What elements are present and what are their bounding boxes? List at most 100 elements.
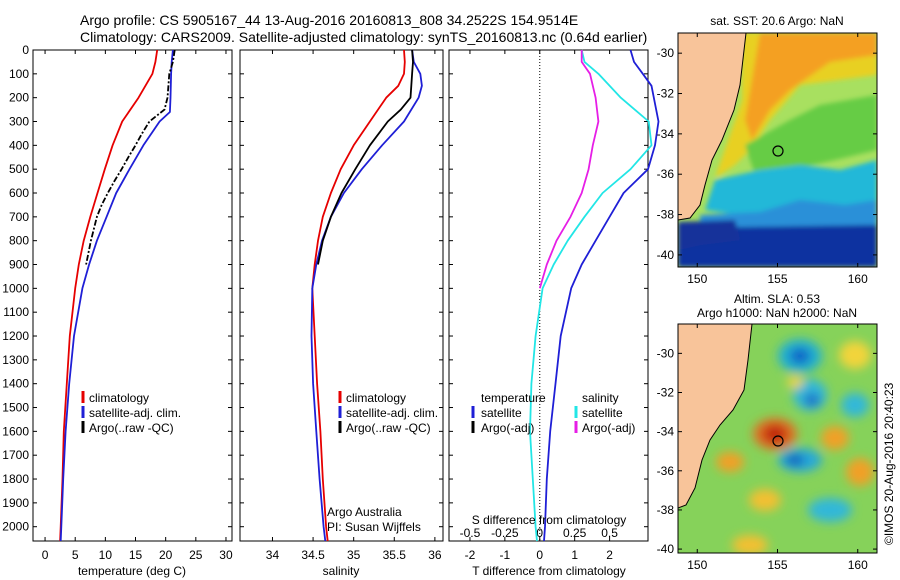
lat-tick-label: -30: [657, 346, 675, 360]
legend-label-t-argo: Argo(-adj): [481, 421, 534, 435]
legend-label-satellite-adj: satellite-adj. clim.: [89, 406, 181, 420]
lon-tick-label: 150: [687, 272, 707, 286]
depth-tick-label: 900: [9, 258, 29, 272]
salinity-plot: 34 34.5 35 35.5 36: [240, 49, 443, 562]
depth-tick-label: 1700: [2, 448, 29, 462]
lat-tick-label: -40: [657, 248, 675, 262]
lon-tick-label: 160: [848, 558, 868, 572]
legend-label-s-satellite: satellite: [582, 406, 623, 420]
depth-tick-label: 200: [9, 91, 29, 105]
x-tick-label: 34: [266, 548, 280, 562]
x-tick-label: -2: [465, 548, 476, 562]
lat-tick-label: -38: [657, 503, 675, 517]
depth-tick-label: 1400: [2, 377, 29, 391]
lat-tick-label: -32: [657, 386, 675, 400]
x-tick-label: 0: [536, 548, 543, 562]
lat-tick-label: -34: [657, 127, 675, 141]
legend-label-satellite-adj: satellite-adj. clim.: [346, 406, 438, 420]
argo-credit-line1: Argo Australia: [327, 505, 402, 519]
depth-tick-label: 1100: [3, 305, 29, 319]
series-line-black: [317, 49, 414, 265]
sla-map: [678, 324, 877, 553]
legend-label-climatology: climatology: [89, 391, 149, 405]
legend-header-salinity: salinity: [582, 391, 619, 405]
temperature-panel: [32, 49, 233, 542]
legend-label-argo: Argo(..raw -QC): [89, 421, 174, 435]
sla-map-title-line1: Altim. SLA: 0.53: [734, 292, 820, 306]
series-line-magenta: [538, 50, 600, 289]
difference-legend: temperature satellite Argo(-adj) salinit…: [471, 391, 635, 435]
lon-tick-label: 160: [848, 272, 868, 286]
x-tick-label: 30: [219, 548, 233, 562]
depth-tick-label: 500: [9, 162, 29, 176]
series-line-black: [85, 49, 176, 265]
lat-tick-label: -34: [657, 425, 675, 439]
x-tick-label: 0: [42, 548, 49, 562]
series-line-red: [59, 49, 159, 542]
depth-tick-label: 2000: [2, 520, 29, 534]
lat-tick-label: -40: [657, 542, 675, 556]
header-subtitle: Climatology: CARS2009. Satellite-adjuste…: [80, 29, 647, 45]
sst-land: [678, 33, 747, 221]
map-axes: -30 -32 -34 -36 -38 -40 150 155 160 -30 -32 -34 -36 -…: [657, 33, 877, 572]
depth-tick-label: 1300: [2, 353, 29, 367]
series-line-blue: [543, 49, 660, 542]
x-tick-label: 25: [189, 548, 203, 562]
legend-label-s-argo: Argo(-adj): [582, 421, 635, 435]
depth-tick-label: 300: [9, 115, 29, 129]
sla-land: [678, 324, 753, 509]
depth-tick-label: 0: [22, 43, 29, 57]
series-line-red: [311, 49, 406, 542]
depth-tick-label: 1200: [2, 329, 29, 343]
x-tick-label: 15: [129, 548, 143, 562]
lat-tick-label: -38: [657, 208, 675, 222]
x-tick-label: 5: [72, 548, 79, 562]
lat-tick-label: -36: [657, 464, 675, 478]
lat-tick-label: -32: [657, 87, 675, 101]
legend-label-t-satellite: satellite: [481, 406, 522, 420]
depth-tick-label: 1500: [2, 401, 29, 415]
legend-header-temperature: temperature: [481, 391, 546, 405]
salinity-legend: climatology satellite-adj. clim. Argo(..…: [338, 391, 438, 435]
lon-tick-label: 155: [767, 272, 787, 286]
lat-tick-label: -30: [657, 46, 675, 60]
top-tick-label: 0.5: [601, 526, 618, 540]
x-tick-label: 35: [347, 548, 361, 562]
lon-tick-label: 150: [687, 558, 707, 572]
legend-label-argo: Argo(..raw -QC): [346, 421, 431, 435]
salinity-difference-axis-label: S difference from climatology: [472, 513, 627, 527]
depth-tick-label: 1000: [2, 281, 29, 295]
temperature-axis-label: temperature (deg C): [78, 564, 186, 578]
imos-credit: ©IMOS 20-Aug-2016 20:40:23: [882, 382, 896, 545]
depth-tick-label: 700: [9, 210, 29, 224]
x-tick-label: 36: [428, 548, 442, 562]
top-tick-label: 0.25: [563, 526, 587, 540]
temperature-difference-axis-label: T difference from climatology: [472, 564, 626, 578]
depth-tick-label: 800: [9, 234, 29, 248]
depth-tick-label: 100: [9, 67, 29, 81]
top-tick-label: -0.25: [491, 526, 519, 540]
x-tick-label: 1: [571, 548, 578, 562]
temperature-legend: climatology satellite-adj. clim. Argo(..…: [81, 391, 181, 435]
sst-argo-marker: [772, 145, 784, 157]
depth-tick-label: 1800: [2, 472, 29, 486]
depth-tick-label: 1900: [2, 496, 29, 510]
series-line-blue: [59, 49, 174, 542]
x-tick-label: 20: [159, 548, 173, 562]
x-tick-label: -1: [500, 548, 511, 562]
lon-tick-label: 155: [767, 558, 787, 572]
x-tick-label: 2: [606, 548, 613, 562]
lat-tick-label: -36: [657, 167, 675, 181]
depth-tick-label: 600: [9, 186, 29, 200]
argo-credit-line2: PI: Susan Wijffels: [327, 520, 421, 534]
depth-tick-label: 400: [9, 138, 29, 152]
series-line-cyan: [529, 49, 653, 542]
sla-argo-marker: [772, 435, 784, 447]
depth-tick-label: 1600: [2, 424, 29, 438]
sst-map: [678, 33, 877, 267]
salinity-panel: [239, 49, 444, 542]
x-tick-label: 10: [99, 548, 113, 562]
sla-map-title-line2: Argo h1000: NaN h2000: NaN: [697, 306, 857, 320]
